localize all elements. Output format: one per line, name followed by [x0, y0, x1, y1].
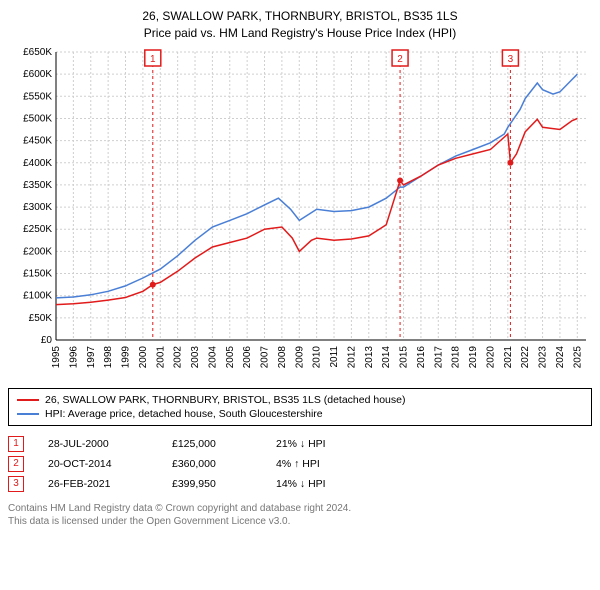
transaction-badge: 2 [8, 456, 24, 472]
svg-text:£400K: £400K [23, 157, 52, 168]
svg-text:2007: 2007 [260, 345, 271, 368]
transaction-marker [150, 281, 156, 287]
svg-text:£500K: £500K [23, 113, 52, 124]
svg-text:2010: 2010 [312, 345, 323, 368]
svg-text:1997: 1997 [86, 345, 97, 368]
chart-container: £0 £50K £100K £150K £200K £250K £300K £350K £400… [8, 42, 592, 382]
svg-text:1998: 1998 [103, 345, 114, 368]
price-chart: £0 £50K £100K £150K £200K £250K £300K £350K £400… [8, 42, 592, 382]
transaction-marker [397, 177, 403, 183]
svg-text:£600K: £600K [23, 69, 52, 80]
svg-text:2003: 2003 [190, 345, 201, 368]
transaction-date: 28-JUL-2000 [48, 438, 148, 450]
svg-text:2016: 2016 [416, 345, 427, 368]
svg-text:2012: 2012 [346, 345, 357, 368]
footer-line2: This data is licensed under the Open Gov… [8, 515, 592, 528]
transaction-delta: 21% ↓ HPI [276, 438, 366, 450]
svg-text:2001: 2001 [155, 345, 166, 368]
transaction-price: £360,000 [172, 458, 252, 470]
svg-text:1996: 1996 [68, 345, 79, 368]
transaction-date: 20-OCT-2014 [48, 458, 148, 470]
svg-text:2014: 2014 [381, 345, 392, 368]
svg-text:2020: 2020 [485, 345, 496, 368]
svg-text:1: 1 [150, 54, 156, 65]
svg-text:£250K: £250K [23, 224, 52, 235]
svg-text:2019: 2019 [468, 345, 479, 368]
svg-text:2002: 2002 [173, 345, 184, 368]
transaction-delta: 4% ↑ HPI [276, 458, 366, 470]
transaction-row: 3 26-FEB-2021 £399,950 14% ↓ HPI [8, 474, 592, 494]
svg-text:2000: 2000 [138, 345, 149, 368]
svg-text:2: 2 [397, 54, 403, 65]
footer-line1: Contains HM Land Registry data © Crown c… [8, 502, 592, 515]
svg-text:2017: 2017 [433, 345, 444, 368]
transaction-badge: 3 [8, 476, 24, 492]
legend: 26, SWALLOW PARK, THORNBURY, BRISTOL, BS… [8, 388, 592, 426]
svg-text:2008: 2008 [277, 345, 288, 368]
svg-text:£100K: £100K [23, 290, 52, 301]
svg-text:£300K: £300K [23, 202, 52, 213]
title-line1: 26, SWALLOW PARK, THORNBURY, BRISTOL, BS… [8, 8, 592, 25]
svg-text:2018: 2018 [451, 345, 462, 368]
transaction-delta: 14% ↓ HPI [276, 478, 366, 490]
svg-text:3: 3 [508, 54, 514, 65]
chart-title: 26, SWALLOW PARK, THORNBURY, BRISTOL, BS… [8, 8, 592, 42]
svg-text:2023: 2023 [538, 345, 549, 368]
svg-text:£0: £0 [41, 335, 53, 346]
svg-text:1995: 1995 [51, 345, 62, 368]
svg-text:£450K: £450K [23, 135, 52, 146]
legend-label: 26, SWALLOW PARK, THORNBURY, BRISTOL, BS… [45, 394, 405, 406]
svg-text:2015: 2015 [399, 345, 410, 368]
transaction-badge: 1 [8, 436, 24, 452]
transactions-table: 1 28-JUL-2000 £125,000 21% ↓ HPI 2 20-OCT-201… [8, 434, 592, 494]
title-line2: Price paid vs. HM Land Registry's House … [8, 25, 592, 42]
legend-swatch [17, 413, 39, 415]
svg-text:2022: 2022 [520, 345, 531, 368]
legend-swatch [17, 399, 39, 401]
svg-text:£550K: £550K [23, 91, 52, 102]
svg-text:2011: 2011 [329, 345, 340, 367]
legend-label: HPI: Average price, detached house, Sout… [45, 408, 323, 420]
transaction-row: 1 28-JUL-2000 £125,000 21% ↓ HPI [8, 434, 592, 454]
footer: Contains HM Land Registry data © Crown c… [8, 502, 592, 528]
svg-text:£50K: £50K [29, 312, 53, 323]
transaction-price: £399,950 [172, 478, 252, 490]
svg-text:2021: 2021 [503, 345, 514, 368]
transaction-marker [507, 159, 513, 165]
svg-text:£200K: £200K [23, 246, 52, 257]
transaction-price: £125,000 [172, 438, 252, 450]
svg-text:1999: 1999 [121, 345, 132, 368]
svg-text:2009: 2009 [294, 345, 305, 368]
svg-text:2006: 2006 [242, 345, 253, 368]
svg-text:£650K: £650K [23, 47, 52, 58]
legend-row: HPI: Average price, detached house, Sout… [17, 407, 583, 421]
svg-text:2024: 2024 [555, 345, 566, 368]
svg-text:£350K: £350K [23, 180, 52, 191]
legend-row: 26, SWALLOW PARK, THORNBURY, BRISTOL, BS… [17, 393, 583, 407]
svg-text:2025: 2025 [572, 345, 583, 368]
svg-text:£150K: £150K [23, 268, 52, 279]
svg-text:2013: 2013 [364, 345, 375, 368]
transaction-date: 26-FEB-2021 [48, 478, 148, 490]
svg-text:2004: 2004 [207, 345, 218, 368]
svg-text:2005: 2005 [225, 345, 236, 368]
transaction-row: 2 20-OCT-2014 £360,000 4% ↑ HPI [8, 454, 592, 474]
